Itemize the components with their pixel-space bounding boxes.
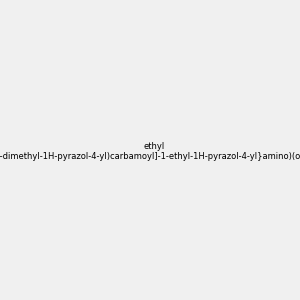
Text: ethyl ({5-[(1,5-dimethyl-1H-pyrazol-4-yl)carbamoyl]-1-ethyl-1H-pyrazol-4-yl}amin: ethyl ({5-[(1,5-dimethyl-1H-pyrazol-4-yl… <box>0 142 300 161</box>
